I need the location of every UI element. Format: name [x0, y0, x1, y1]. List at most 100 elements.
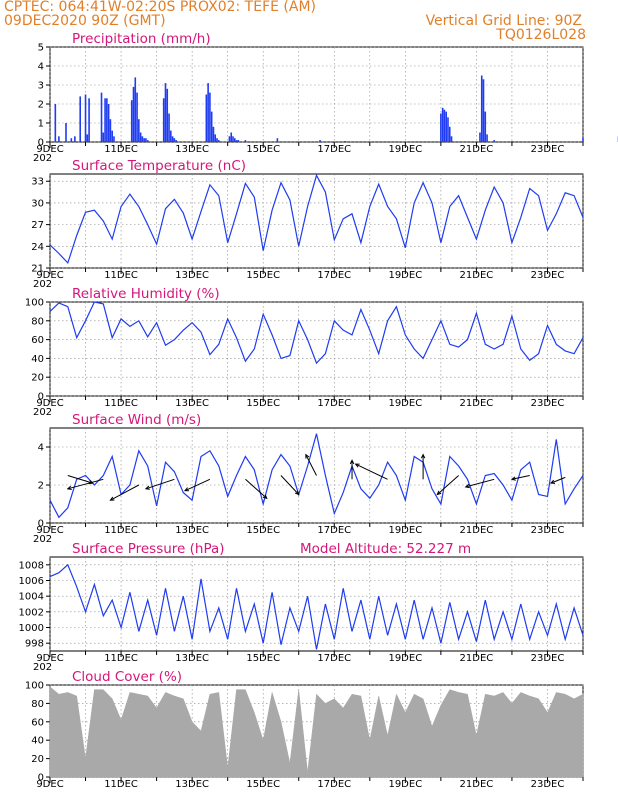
rh-xtick-label: 11DEC — [104, 398, 138, 409]
precip-bar — [230, 132, 233, 142]
wind-arrow-head — [294, 490, 300, 496]
pres-xtick-label: 21DEC — [460, 653, 494, 664]
wind-arrow-head — [354, 463, 360, 468]
temp-year-label: 202 — [33, 279, 52, 290]
wind-arrow — [145, 478, 175, 490]
precip-bar — [244, 140, 247, 142]
precip-ytick-label: 3 — [38, 81, 44, 92]
rh-ytick-label: 20 — [31, 373, 44, 384]
pres-xtick-label: 19DEC — [388, 653, 422, 664]
wind-arrow — [184, 478, 211, 492]
rh-xtick-label: 23DEC — [531, 398, 565, 409]
wind-ytick-label: 0 — [38, 519, 44, 530]
cloud-xtick-label: 9DEC — [36, 779, 63, 790]
precip-bar — [79, 96, 82, 142]
wind-arrow — [355, 463, 388, 480]
precip-frame — [49, 46, 584, 143]
wind-arrow-head — [305, 453, 310, 459]
wind-arrow — [110, 484, 140, 501]
wind-arrow — [245, 478, 268, 499]
precip-bar — [104, 98, 106, 142]
precip-xtick-label: 13DEC — [175, 144, 209, 155]
precip-year-label: 202 — [33, 153, 52, 164]
precip-bar — [482, 79, 485, 142]
temp-xtick-label: 19DEC — [388, 270, 422, 281]
wind-arrow-head — [349, 459, 355, 465]
precip-title: Precipitation (mm/h) — [72, 31, 211, 47]
wind-title: Surface Wind (m/s) — [72, 412, 201, 428]
wind-arrow-head — [109, 496, 115, 501]
pres-ytick-label: 1002 — [19, 607, 44, 618]
precip-bar — [582, 138, 584, 142]
precip-bar — [100, 92, 103, 142]
temp-xtick-label: 13DEC — [175, 270, 209, 281]
precip-bar — [88, 98, 90, 142]
wind-arrow-head — [88, 480, 94, 485]
precip-xtick-label: 11DEC — [104, 144, 138, 155]
cloud-title: Cloud Cover (%) — [72, 669, 182, 685]
precip-bar — [70, 138, 73, 142]
wind-ytick-label: 2 — [38, 481, 44, 492]
wind-xtick-label: 21DEC — [460, 525, 494, 536]
pres-year-label: 202 — [33, 662, 52, 673]
precip-bar — [132, 86, 135, 142]
precip-bar — [166, 88, 169, 142]
rh-title: Relative Humidity (%) — [72, 286, 220, 302]
wind-arrow-head — [262, 494, 268, 500]
precip-bar — [233, 138, 236, 142]
precip-bar — [480, 75, 483, 142]
wind-xtick-label: 17DEC — [317, 525, 351, 536]
precip-xtick-label: 19DEC — [388, 144, 422, 155]
precip-bar — [146, 140, 149, 142]
precip-bar — [136, 92, 138, 142]
precip-bar — [102, 132, 105, 142]
cloud-xtick-label: 13DEC — [175, 779, 209, 790]
cloud-ytick-label: 80 — [31, 699, 44, 710]
precip-bar — [210, 111, 213, 142]
rh-xtick-label: 13DEC — [175, 398, 209, 409]
rh-xtick-label: 15DEC — [246, 398, 280, 409]
precip-bar — [228, 136, 231, 142]
cloud-xtick-label: 15DEC — [246, 779, 280, 790]
wind-xtick-label: 11DEC — [104, 525, 138, 536]
precip-bar — [450, 136, 453, 142]
precip-bar — [106, 98, 108, 142]
wind-year-label: 202 — [33, 534, 52, 545]
rh-year-label: 202 — [33, 407, 52, 418]
rh-xtick-label: 17DEC — [317, 398, 351, 409]
header-location: CPTEC: 064:41W-02:20S PROX02: TEFE (AM) — [4, 0, 317, 15]
precip-bar — [168, 113, 170, 142]
precip-bar — [139, 132, 142, 142]
wind-arrow — [436, 475, 459, 495]
cloud-xtick-label: 11DEC — [104, 779, 138, 790]
wind-arrow-head — [549, 479, 556, 484]
rh-xtick-label: 19DEC — [388, 398, 422, 409]
precip-bar — [109, 119, 112, 142]
temp-xtick-label: 15DEC — [246, 270, 280, 281]
rh-frame — [49, 301, 584, 397]
pres-ytick-label: 1000 — [19, 623, 44, 634]
cloud-ytick-label: 60 — [31, 717, 44, 728]
cloud-xtick-label: 17DEC — [317, 779, 351, 790]
precip-ytick-label: 0 — [38, 138, 44, 149]
cloud-ytick-label: 100 — [25, 681, 44, 692]
wind-arrow-head — [436, 490, 442, 496]
rh-line — [49, 301, 584, 365]
precip-bar — [217, 140, 220, 142]
pres-xtick-label: 11DEC — [104, 653, 138, 664]
precip-bar — [162, 98, 165, 142]
pres-ytick-label: 1008 — [19, 560, 44, 571]
cloud-area — [49, 686, 584, 778]
precip-ytick-label: 4 — [38, 62, 44, 73]
rh-ytick-label: 100 — [25, 298, 44, 309]
precip-bar — [447, 117, 449, 142]
precip-xtick-label: 21DEC — [460, 144, 494, 155]
wind-arrow — [550, 476, 566, 484]
wind-arrow — [511, 475, 530, 480]
rh-ytick-label: 0 — [38, 392, 44, 403]
header-model-id: TQ0126L028 — [496, 27, 586, 43]
precip-bar — [493, 140, 495, 142]
precip-xtick-label: 9DEC — [36, 144, 63, 155]
pres-xtick-label: 23DEC — [531, 653, 565, 664]
